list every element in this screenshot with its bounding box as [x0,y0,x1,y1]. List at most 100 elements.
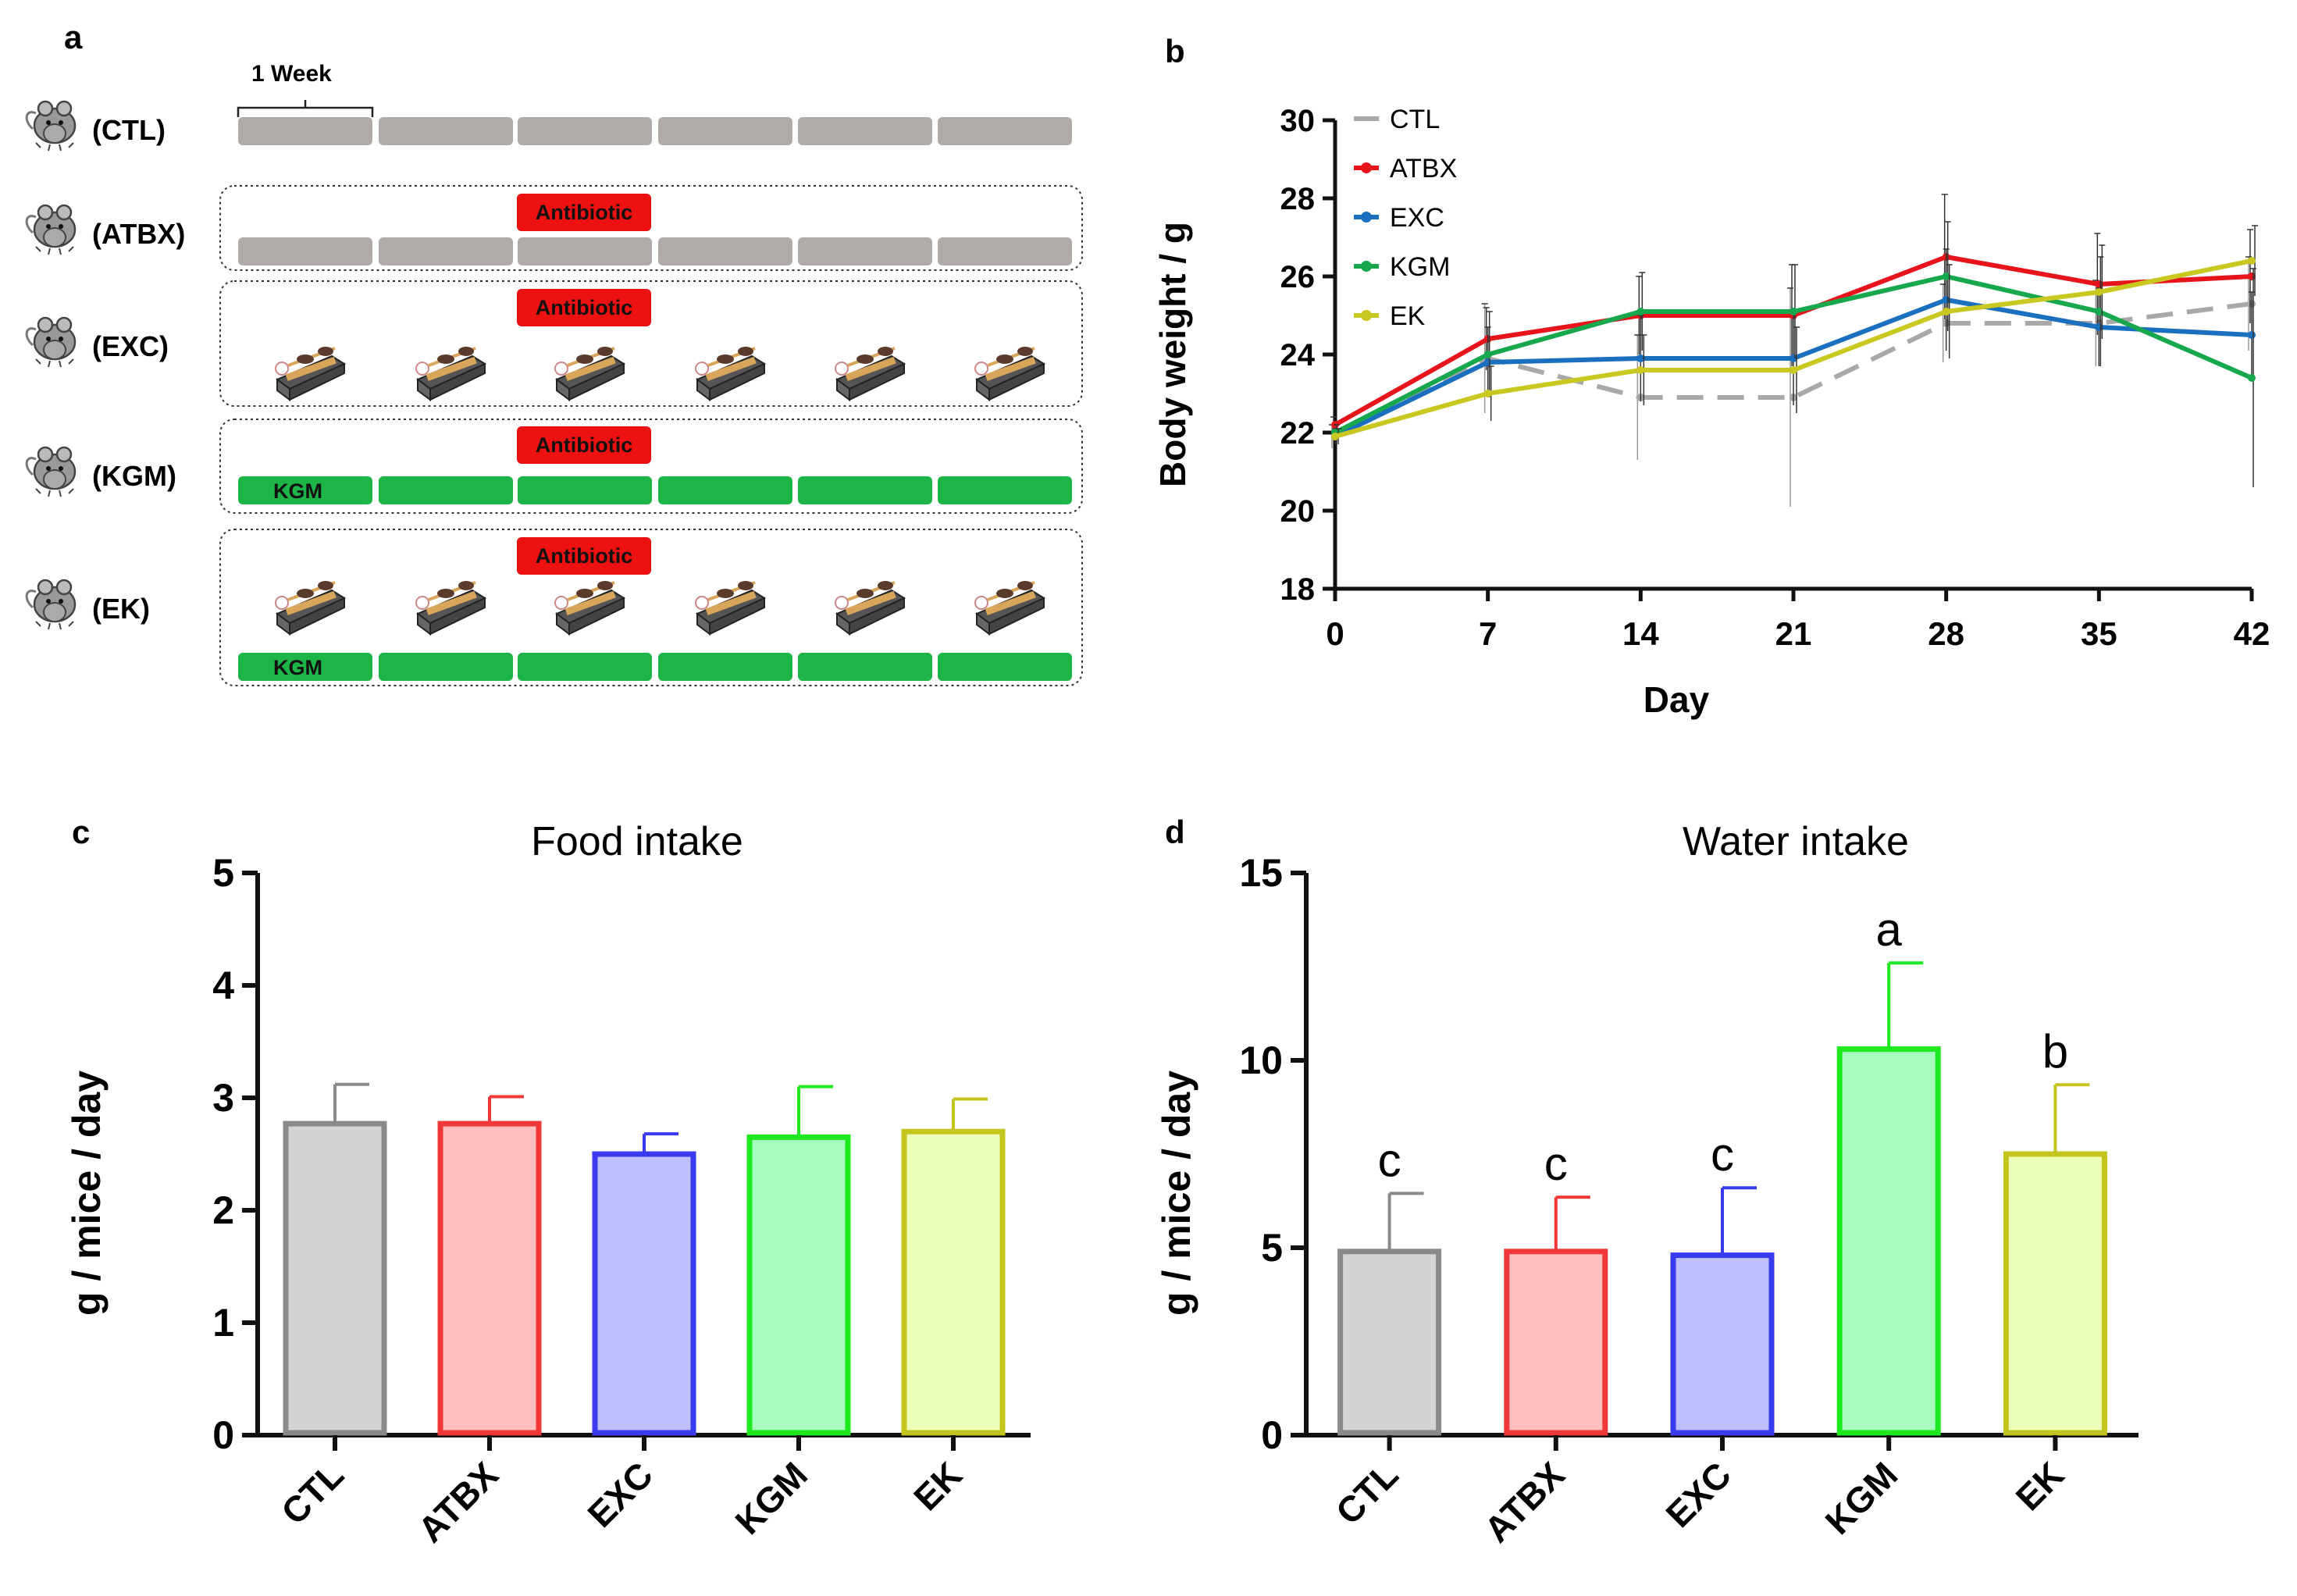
bar-exc: EXC [579,1132,696,1535]
week-bar [798,237,932,265]
data-point [1790,366,1797,374]
bar [1836,1046,1941,1436]
y-tick-label: 0 [1261,1413,1283,1457]
x-tick-label: ATBX [410,1454,506,1550]
treadmill-icon [834,579,906,636]
week-bar [238,476,372,504]
y-tick-label: 1 [212,1301,234,1345]
week-label: 1 Week [251,61,332,87]
treadmill-icon [974,345,1045,401]
data-point [2095,288,2103,296]
week-bar [658,653,792,681]
chart-title: Water intake [1683,819,1909,864]
significance-letter: b [2042,1025,2068,1078]
x-tick-label: 7 [1479,615,1497,652]
data-point [1636,308,1645,315]
panel-c: c Food intake 0 1 2 3 4 5 g / mice / day CTL ATBX E… [65,814,1031,1550]
y-tick-label: 24 [1280,338,1316,372]
antibiotic-label: Antibiotic [536,433,632,457]
data-point [1331,433,1339,440]
group-label: (KGM) [92,460,176,492]
group-box [219,419,1083,514]
group-box [219,529,1083,686]
week-bar [379,653,513,681]
week-bar [658,476,792,504]
legend-label: ATBX [1390,154,1457,183]
week-bar [798,117,932,145]
bar [283,1120,387,1436]
data-point [2248,257,2256,265]
legend-label: EXC [1390,203,1444,233]
bar-ek: EK b [2003,1025,2107,1518]
bar [1670,1252,1775,1436]
treadmill-icon [834,345,906,401]
x-tick-label: 21 [1775,615,1812,652]
group-row: (KGM) Antibiotic KGM [25,419,1083,514]
data-point [2248,374,2256,382]
bar-kgm: KGM [727,1085,851,1542]
legend-label: CTL [1390,105,1440,134]
x-tick-label: 14 [1622,615,1659,652]
group-row: (EK) Antibiotic KGM [25,529,1083,686]
significance-letter: c [1378,1134,1401,1186]
week-bar [658,237,792,265]
y-tick-label: 5 [212,851,234,895]
week-bar [518,117,652,145]
series-ek [1331,225,2258,444]
antibiotic-bar [517,537,651,575]
treadmill-icon [554,345,625,401]
group-label: (EXC) [92,330,169,362]
x-tick-label: KGM [727,1454,815,1542]
x-tick-label: EXC [1658,1454,1739,1535]
y-tick-label: 2 [212,1188,234,1232]
data-point [1483,351,1492,358]
significance-letter: c [1544,1138,1568,1190]
x-tick-label: EK [906,1454,970,1518]
group-box [219,280,1083,407]
week-bar [938,476,1072,504]
x-tick-label: 42 [2234,615,2270,652]
panel-b: b 18 20 22 24 26 28 30 0 7 14 21 28 35 42 Day Body weigh… [1152,33,2270,720]
y-tick-label: 5 [1261,1226,1283,1270]
y-axis-label: g / mice / day [1155,1071,1198,1316]
x-tick-label: 35 [2081,615,2117,652]
mouse-icon [25,204,77,256]
x-tick-label: 0 [1326,615,1344,652]
week-bar [798,476,932,504]
bar [901,1128,1006,1436]
antibiotic-label: Antibiotic [536,296,632,319]
y-tick-label: 30 [1280,104,1316,138]
bar [437,1120,542,1436]
group-label: (ATBX) [92,218,185,250]
y-tick-label: 18 [1280,572,1316,607]
legend: CTL ATBX EXC KGM EK [1354,105,1457,331]
bar [592,1151,696,1436]
bar [1337,1249,1442,1436]
mouse-icon [25,100,77,152]
treadmill-icon [694,345,766,401]
data-point [1483,390,1492,397]
data-point [1636,354,1645,362]
panel-label: b [1165,33,1185,69]
legend-label: EK [1390,301,1426,331]
x-tick-label: ATBX [1476,1454,1572,1550]
data-point [1636,366,1645,374]
bar [1504,1249,1608,1436]
panel-a: a 1 Week (CTL) (ATBX) Antibiotic (EXC) Antibio… [25,19,1083,686]
treadmill-icon [694,579,766,636]
y-tick-label: 10 [1239,1038,1283,1082]
week-bar [238,237,372,265]
bar-atbx: ATBX c [1476,1138,1608,1550]
panel-label: d [1165,814,1185,850]
week-bar [518,237,652,265]
y-tick-label: 22 [1280,416,1316,451]
y-tick-label: 28 [1280,182,1316,216]
y-tick-label: 3 [212,1076,234,1120]
antibiotic-label: Antibiotic [536,544,632,568]
data-point [2248,331,2256,339]
group-row: (EXC) Antibiotic [25,280,1083,407]
legend-marker [1361,261,1372,272]
week-bar [379,117,513,145]
bar-ek: EK [901,1097,1006,1518]
panel-label: a [64,19,83,55]
